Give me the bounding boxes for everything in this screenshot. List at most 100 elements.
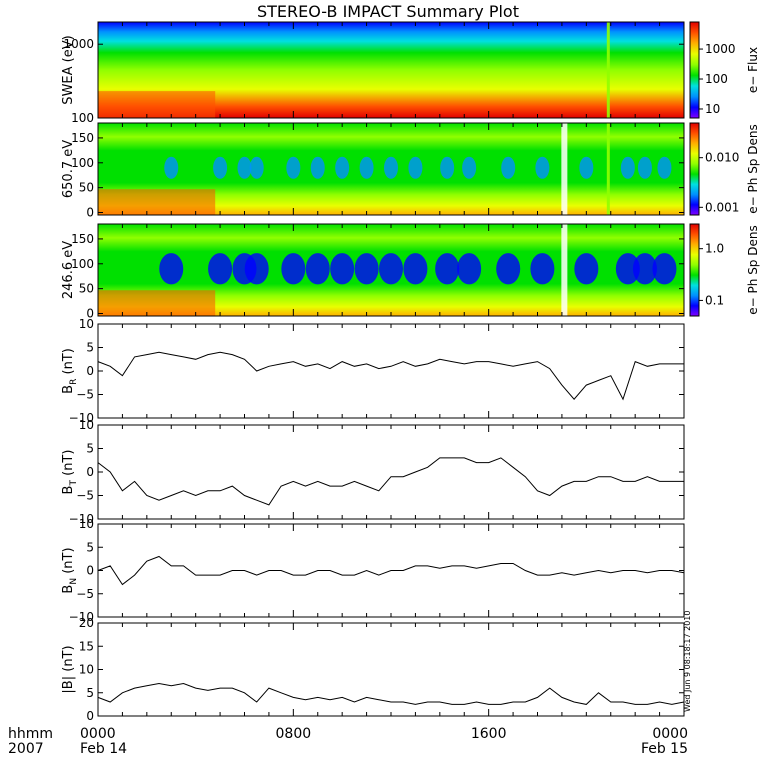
panel-frame (97, 323, 685, 419)
heatmap-depletion-14 (535, 156, 550, 179)
heatmap-depletion-7 (335, 156, 350, 179)
heatmap-depletion-13 (501, 156, 516, 179)
heatmap-depletion-8 (359, 156, 374, 179)
heatmap-depletion-10 (403, 253, 428, 285)
heatmap-depletion-7 (330, 253, 355, 285)
heatmap-depletion-18 (657, 156, 672, 179)
heatmap-depletion-3 (237, 156, 252, 179)
series-line (97, 555, 685, 586)
y-tick-label: 10 (79, 517, 94, 531)
y-tick-label: 100 (71, 156, 94, 170)
data-gap-1 (561, 123, 568, 215)
y-tick-label: 0 (86, 465, 94, 479)
colorbar-label: e− Ph Sp Dens (746, 124, 760, 213)
heatmap-depletion-16 (620, 156, 635, 179)
y-tick-label: 100 (71, 257, 94, 271)
y-tick-label: 50 (79, 282, 94, 296)
y-axis-label: 246.6 eV (61, 241, 76, 299)
heatmap-depletion-10 (408, 156, 423, 179)
heatmap-depletion-14 (530, 253, 555, 285)
colorbar-label: e− Ph Sp Dens (746, 225, 760, 314)
y-axis-label: 650.7 eV (61, 140, 76, 198)
y-tick-label: 10 (79, 418, 94, 432)
heatmap-depletion-13 (496, 253, 521, 285)
heatmap-depletion-17 (632, 253, 657, 285)
y-axis-label: SWEA (eV) (61, 35, 76, 104)
y-tick-label: 0 (86, 564, 94, 578)
panel-frame (97, 424, 685, 520)
y-tick-label: 0 (86, 709, 94, 723)
series-line (97, 682, 685, 705)
heatmap-depletion-15 (579, 156, 594, 179)
heatmap-depletion-9 (384, 156, 398, 179)
heatmap-depletion-15 (574, 253, 599, 285)
time-axis-row-label-hhmm: hhmm (8, 726, 53, 742)
y-axis-label: |B| (nT) (61, 645, 76, 693)
panel-7: 0 5 10 15 20 |B| (nT) (61, 616, 685, 723)
y-tick-label: 0 (86, 307, 94, 321)
heatmap-depletion-5 (286, 156, 301, 179)
heatmap-depletion-8 (354, 253, 379, 285)
y-tick-label: 10 (79, 663, 94, 677)
heatmap-depletion-4 (249, 156, 264, 179)
y-tick-label: −5 (76, 489, 94, 503)
time-tick-label: 0000 (652, 726, 688, 742)
heatmap-depletion-11 (440, 156, 455, 179)
colorbar-3 (689, 223, 700, 317)
y-tick-label: 10 (79, 317, 94, 331)
y-tick-label: 1000 (63, 37, 94, 51)
data-gap-1 (561, 224, 568, 316)
data-spike-1 (606, 22, 610, 118)
heatmap-high-flux-region (98, 290, 216, 316)
time-axis-row-label-year: 2007 (8, 741, 44, 757)
heatmap-depletion-6 (310, 156, 325, 179)
heatmap-depletion-9 (379, 253, 403, 285)
time-tick-label: 1600 (471, 726, 507, 742)
time-tick-date: Feb 15 (641, 741, 688, 757)
heatmap-depletion-12 (457, 253, 482, 285)
heatmap-high-flux-region (98, 91, 216, 118)
y-axis-label: BT (nT) (61, 450, 79, 495)
y-tick-label: −10 (69, 411, 94, 425)
colorbar-tick-label: 1.0 (705, 242, 724, 256)
colorbar-1 (689, 21, 700, 119)
y-tick-label: 15 (79, 639, 94, 653)
heatmap-depletion-17 (637, 156, 652, 179)
heatmap-depletion-2 (213, 156, 228, 179)
heatmap-depletion-16 (615, 253, 640, 285)
timestamp-label: Wed Jun 9 08:18:17 2010 (683, 611, 692, 713)
plot-title: STEREO-B IMPACT Summary Plot (257, 2, 519, 21)
y-tick-label: 50 (79, 181, 94, 195)
colorbar-tick-label: 0.001 (705, 200, 739, 214)
colorbar-tick-label: 1000 (705, 42, 736, 56)
time-tick-date: Feb 14 (80, 741, 127, 757)
colorbar-tick-label: 10 (705, 102, 720, 116)
panel-5: −10 −5 0 5 10 BT (nT) (61, 418, 685, 526)
heatmap-high-flux-region (98, 189, 216, 215)
y-tick-label: −10 (69, 512, 94, 526)
colorbar-2 (689, 122, 700, 216)
y-tick-label: 5 (86, 686, 94, 700)
series-line (97, 351, 684, 401)
time-tick-label: 0800 (276, 726, 312, 742)
y-axis-label: BN (nT) (61, 547, 79, 593)
panel-6: −10 −5 0 5 10 BN (nT) (61, 517, 685, 624)
colorbar-tick-label: 100 (705, 72, 728, 86)
heatmap-depletion-18 (652, 253, 677, 285)
colorbar-tick-label: 0.1 (705, 293, 724, 307)
data-spike-1 (606, 123, 610, 215)
heatmap-depletion-2 (208, 253, 233, 285)
heatmap-depletion-5 (281, 253, 306, 285)
y-tick-label: 150 (71, 131, 94, 145)
heatmap-depletion-4 (244, 253, 269, 285)
y-tick-label: −10 (69, 610, 94, 624)
heatmap-depletion-11 (435, 253, 460, 285)
colorbar-tick-label: 0.010 (705, 151, 739, 165)
time-tick-label: 0000 (80, 726, 116, 742)
heatmap-depletion-1 (164, 156, 179, 179)
y-tick-label: −5 (76, 388, 94, 402)
